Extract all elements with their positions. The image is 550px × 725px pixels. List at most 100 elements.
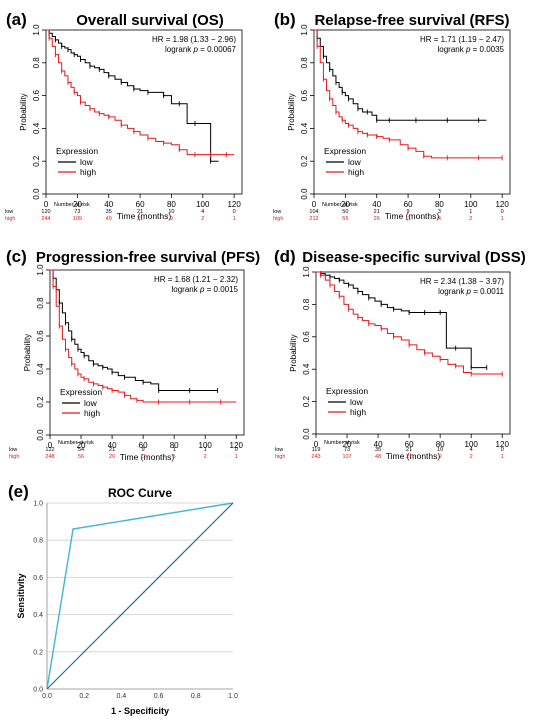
y-tick-label: 0.0 (33, 687, 43, 694)
legend-title: Expression (324, 146, 366, 156)
risk-value-low: 9 (407, 209, 410, 215)
roc-panel: (e) ROC Curve 0.0 0.2 0.4 0.6 0.8 1.0 0.0 0.2 0.4 0… (8, 482, 238, 716)
risk-value-high: 21 (137, 216, 143, 222)
risk-row-label-low: low (9, 447, 17, 453)
x-axis-label: Time (months) (117, 211, 172, 221)
x-tick-label: 40 (372, 200, 381, 209)
risk-value-high: 248 (45, 454, 54, 460)
y-tick-label: 1.0 (36, 264, 45, 276)
x-tick-label: 0.0 (42, 693, 52, 700)
risk-value-high: 2 (469, 216, 472, 222)
hr-text: HR = 1.68 (1.21 − 2.32) (154, 275, 238, 284)
y-tick-label: 0.0 (36, 429, 45, 441)
y-tick-label: 1.0 (302, 266, 311, 278)
risk-value-low: 1 (204, 447, 207, 453)
legend-title: Expression (60, 387, 102, 397)
risk-row-label-high: high (9, 454, 19, 460)
risk-value-low: 104 (309, 209, 318, 215)
risk-value-low: 1 (469, 209, 472, 215)
risk-value-high: 109 (73, 216, 82, 222)
risk-value-low: 1 (173, 447, 176, 453)
y-tick-label: 0.6 (300, 89, 309, 101)
y-tick-label: 0.4 (300, 122, 309, 134)
x-tick-label: 20 (343, 440, 352, 449)
x-tick-label: 40 (104, 200, 113, 209)
y-tick-label: 0.2 (36, 396, 45, 408)
logrank-text: logrank p = 0.0011 (438, 287, 504, 296)
risk-value-high: 212 (309, 216, 318, 222)
x-tick-label: 80 (435, 200, 444, 209)
y-tick-label: 0.4 (36, 363, 45, 375)
y-tick-label: 0.8 (302, 298, 311, 310)
y-axis-label: Probability (19, 93, 28, 130)
number-at-risk-title: Number at risk (322, 202, 358, 208)
risk-value-high: 48 (375, 454, 381, 460)
legend-label-high: high (84, 408, 100, 418)
panel-letter: (b) (274, 10, 296, 29)
number-at-risk-title: Number at risk (58, 440, 94, 446)
risk-value-high: 2 (204, 454, 207, 460)
logrank-text: logrank p = 0.0035 (437, 45, 504, 54)
legend-label-low: low (350, 397, 364, 407)
x-tick-label: 100 (464, 200, 478, 209)
risk-value-high: 2 (470, 454, 473, 460)
y-tick-label: 0.2 (33, 649, 43, 656)
x-tick-label: 20 (73, 200, 82, 209)
risk-value-low: 4 (201, 209, 204, 215)
y-tick-label: 0.2 (300, 155, 309, 167)
km-panel-d: (d) Disease-specific survival (DSS) 0.0 0.2… (274, 247, 526, 461)
risk-value-high: 243 (311, 454, 320, 460)
risk-value-high: 55 (342, 216, 348, 222)
km-panel-c: (c) Progression-free survival (PFS) 0.0 0.2… (6, 247, 260, 462)
panel-letter: (e) (8, 482, 29, 501)
x-tick-label: 60 (405, 440, 414, 449)
x-tick-label: 0 (44, 200, 49, 209)
risk-value-low: 10 (168, 209, 174, 215)
risk-row-label-low: low (275, 447, 283, 453)
panel-title: Relapse-free survival (RFS) (314, 12, 509, 29)
km-curve-low (316, 271, 487, 369)
risk-value-low: 73 (74, 209, 80, 215)
risk-value-high: 107 (342, 454, 351, 460)
risk-value-low: 21 (137, 209, 143, 215)
x-tick-label: 20 (77, 441, 86, 450)
x-tick-label: 0.8 (191, 693, 201, 700)
risk-value-high: 21 (406, 454, 412, 460)
x-tick-label: 80 (167, 200, 176, 209)
x-tick-label: 1.0 (228, 693, 238, 700)
y-axis-label: Probability (23, 334, 32, 371)
panel-title: Disease-specific survival (DSS) (302, 249, 525, 266)
risk-value-low: 9 (142, 447, 145, 453)
plot-frame (313, 29, 511, 195)
risk-value-low: 10 (437, 447, 443, 453)
risk-value-high: 1 (235, 454, 238, 460)
y-axis-label: Probability (289, 334, 298, 371)
risk-row-label-low: low (5, 209, 13, 215)
x-tick-label: 60 (404, 200, 413, 209)
legend-label-low: low (348, 157, 362, 167)
panel-title: Progression-free survival (PFS) (36, 249, 260, 266)
x-tick-label: 0 (48, 441, 53, 450)
x-tick-label: 0.2 (79, 693, 89, 700)
y-tick-label: 0.8 (33, 538, 43, 545)
y-tick-label: 0.6 (33, 575, 43, 582)
hr-text: HR = 2.34 (1.38 − 3.97) (420, 277, 504, 286)
risk-row-label-high: high (273, 216, 283, 222)
risk-value-low: 4 (470, 447, 473, 453)
x-tick-label: 120 (495, 200, 509, 209)
legend-label-high: high (350, 407, 366, 417)
number-at-risk-title: Number at risk (54, 202, 90, 208)
risk-value-low: 35 (375, 447, 381, 453)
risk-value-high: 9 (439, 454, 442, 460)
risk-row-label-high: high (5, 216, 15, 222)
risk-value-high: 4 (438, 216, 441, 222)
risk-value-high: 9 (170, 216, 173, 222)
panel-letter: (c) (6, 247, 27, 266)
roc-curve (46, 502, 234, 690)
risk-row-label-low: low (273, 209, 281, 215)
x-tick-label: 120 (230, 441, 244, 450)
logrank-text: logrank p = 0.0015 (171, 285, 238, 294)
panel-letter: (a) (6, 10, 27, 29)
y-tick-label: 0.0 (302, 428, 311, 440)
